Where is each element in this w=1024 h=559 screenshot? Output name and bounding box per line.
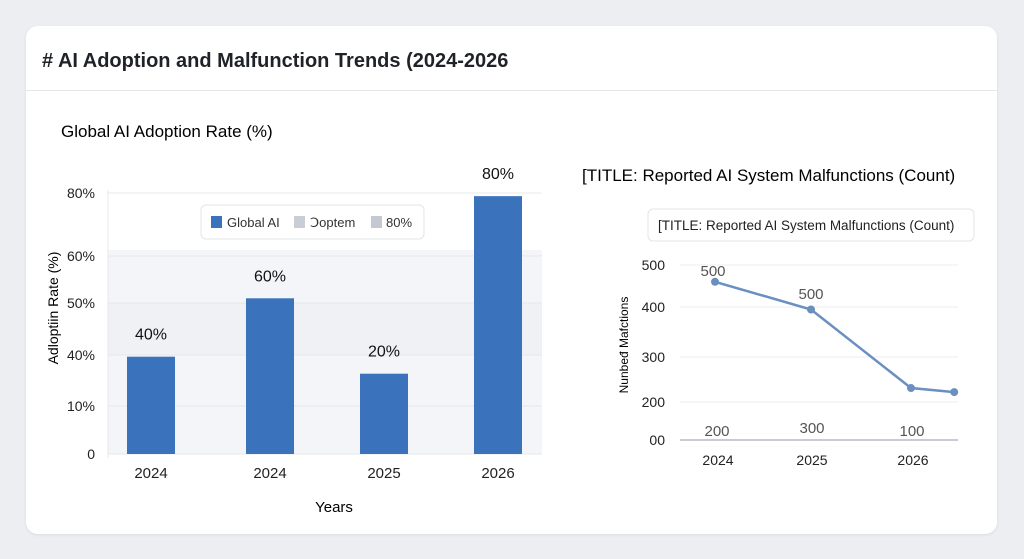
legend-label: Global AI bbox=[227, 215, 280, 230]
series-line bbox=[714, 280, 955, 394]
data-label: 60% bbox=[254, 268, 286, 285]
data-point bbox=[907, 384, 915, 393]
y-tick-label: 40% bbox=[67, 347, 95, 363]
bar bbox=[127, 356, 175, 454]
y-tick-label: 300 bbox=[642, 349, 666, 365]
legend-label: 80% bbox=[386, 215, 412, 230]
data-label: 100 bbox=[899, 423, 924, 440]
x-tick-label: 2026 bbox=[481, 465, 514, 482]
y-tick-label: 400 bbox=[642, 299, 666, 315]
y-tick-label: 60% bbox=[67, 248, 95, 264]
data-label: 300 bbox=[799, 420, 824, 437]
x-axis-label: Years bbox=[315, 499, 353, 516]
data-label: 20% bbox=[368, 344, 400, 361]
legend-swatch bbox=[211, 216, 222, 228]
data-label: 40% bbox=[135, 327, 167, 344]
legend-box bbox=[647, 208, 975, 242]
data-label: 200 bbox=[704, 423, 729, 440]
legend-box bbox=[200, 204, 425, 240]
y-tick-label: 0 bbox=[87, 446, 95, 462]
bar bbox=[246, 298, 294, 454]
line-chart-title: [TITLE: Reported AI System Malfunctions … bbox=[582, 166, 955, 185]
y-tick-label: 200 bbox=[642, 394, 666, 410]
data-label: 80% bbox=[482, 166, 514, 183]
data-label: 500 bbox=[798, 286, 823, 303]
y-tick-label: 00 bbox=[649, 432, 665, 448]
page-title: # AI Adoption and Malfunction Trends (20… bbox=[42, 50, 509, 72]
x-tick-label: 2024 bbox=[702, 452, 733, 468]
legend-swatch bbox=[371, 216, 382, 228]
legend-label: [TITLE: Reported AI System Malfunctions … bbox=[658, 218, 954, 233]
y-tick-label: 10% bbox=[67, 398, 95, 414]
bar-chart-title: Global AI Adoption Rate (%) bbox=[61, 122, 273, 141]
data-label: 500 bbox=[700, 263, 725, 280]
legend-swatch bbox=[294, 216, 305, 228]
bar bbox=[474, 196, 522, 454]
y-tick-label: 500 bbox=[642, 257, 666, 273]
y-tick-label: 80% bbox=[67, 185, 95, 201]
bar bbox=[360, 373, 408, 454]
legend-label: Ↄoptem bbox=[310, 215, 355, 230]
data-point bbox=[950, 388, 959, 397]
y-axis-label: Nunbeđ Mafctions bbox=[617, 297, 631, 394]
x-tick-label: 2024 bbox=[134, 465, 167, 482]
x-tick-label: 2024 bbox=[253, 465, 286, 482]
data-point bbox=[807, 305, 815, 314]
data-point bbox=[711, 277, 719, 286]
card-header: # AI Adoption and Malfunction Trends (20… bbox=[26, 26, 997, 91]
x-tick-label: 2025 bbox=[367, 465, 400, 482]
x-tick-label: 2026 bbox=[897, 452, 928, 468]
x-tick-label: 2025 bbox=[796, 452, 827, 468]
y-axis-label: Adloptiin Rate (%) bbox=[45, 252, 61, 365]
y-tick-label: 50% bbox=[67, 295, 95, 311]
plot-band bbox=[108, 303, 542, 355]
